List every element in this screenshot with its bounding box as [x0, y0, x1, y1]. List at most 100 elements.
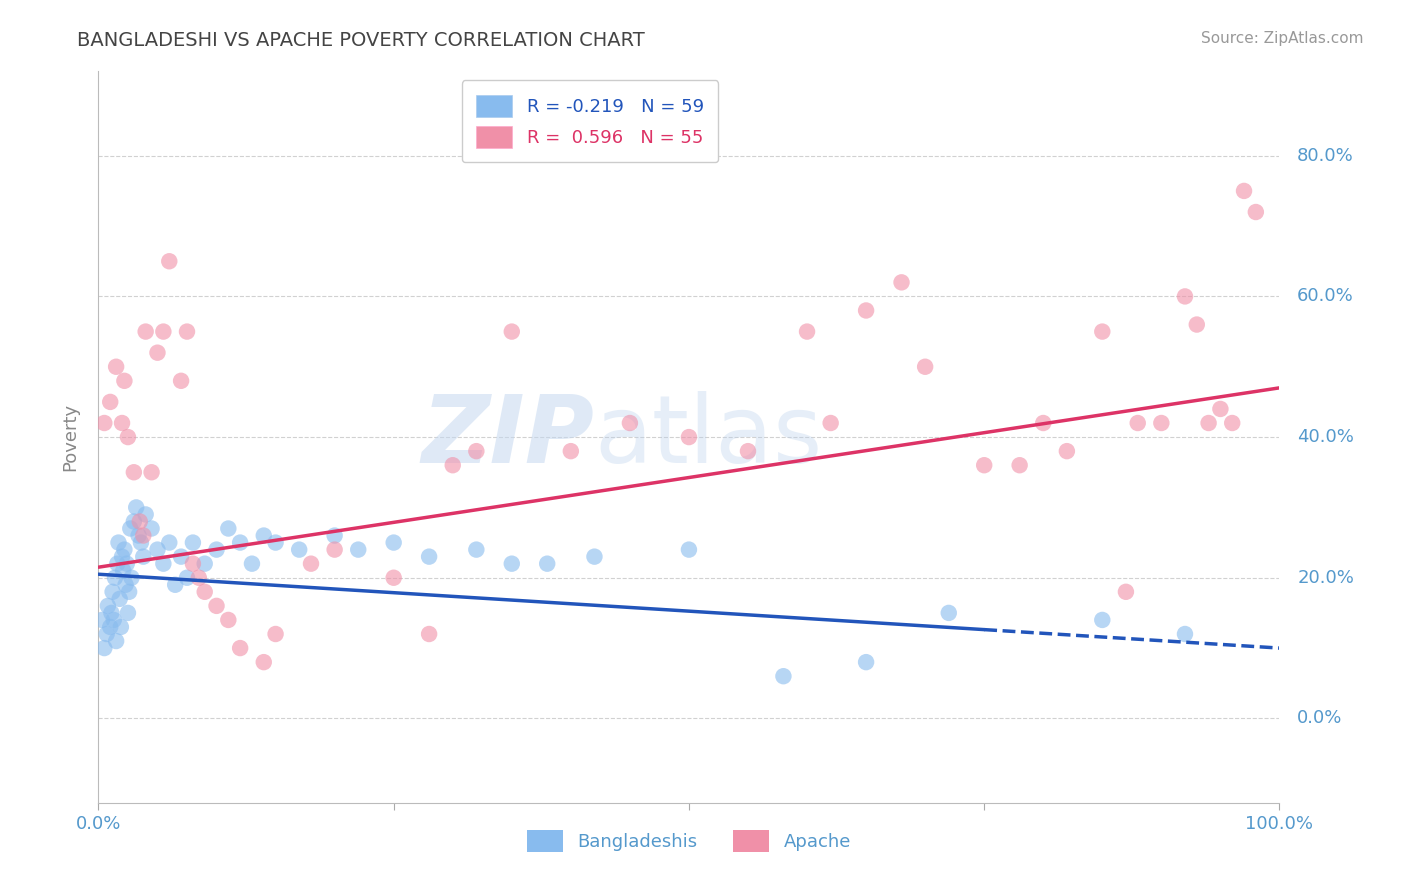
Point	[141, 465, 163, 479]
Point	[141, 521, 163, 535]
Point	[120, 521, 142, 535]
Point	[146, 542, 169, 557]
Point	[135, 325, 157, 339]
Point	[217, 521, 239, 535]
Point	[890, 276, 912, 290]
Point	[104, 571, 127, 585]
Point	[1220, 416, 1243, 430]
Point	[97, 599, 120, 613]
Point	[796, 325, 818, 339]
Point	[465, 444, 488, 458]
Point	[132, 528, 155, 542]
Point	[560, 444, 582, 458]
Point	[118, 584, 141, 599]
Text: 60.0%: 60.0%	[1298, 287, 1354, 305]
Point	[122, 465, 145, 479]
Point	[105, 359, 128, 374]
Point	[299, 557, 322, 571]
Point	[1115, 584, 1137, 599]
Y-axis label: Poverty: Poverty	[62, 403, 80, 471]
Text: atlas: atlas	[595, 391, 823, 483]
Point	[112, 564, 135, 578]
Point	[170, 549, 193, 564]
Point	[101, 584, 124, 599]
Point	[129, 535, 152, 549]
Point	[107, 535, 129, 549]
Point	[91, 613, 114, 627]
Point	[619, 416, 641, 430]
Point	[111, 416, 134, 430]
Text: ZIP: ZIP	[422, 391, 595, 483]
Point	[96, 627, 118, 641]
Point	[146, 345, 169, 359]
Point	[288, 542, 311, 557]
Point	[128, 528, 150, 542]
Point	[323, 528, 346, 542]
Point	[418, 627, 440, 641]
Point	[382, 571, 405, 585]
Point	[229, 641, 252, 656]
Point	[1174, 627, 1197, 641]
Point	[132, 549, 155, 564]
Point	[125, 500, 148, 515]
Text: Source: ZipAtlas.com: Source: ZipAtlas.com	[1201, 31, 1364, 46]
Point	[1056, 444, 1078, 458]
Point	[1198, 416, 1220, 430]
Point	[170, 374, 193, 388]
Point	[217, 613, 239, 627]
Point	[112, 542, 135, 557]
Point	[128, 515, 150, 529]
Point	[112, 374, 135, 388]
Point	[973, 458, 995, 473]
Point	[1091, 613, 1114, 627]
Point	[117, 606, 139, 620]
Point	[418, 549, 440, 564]
Point	[121, 571, 143, 585]
Point	[117, 430, 139, 444]
Text: 20.0%: 20.0%	[1298, 569, 1354, 587]
Point	[465, 542, 488, 557]
Point	[152, 325, 174, 339]
Point	[103, 613, 125, 627]
Point	[441, 458, 464, 473]
Point	[737, 444, 759, 458]
Point	[98, 395, 121, 409]
Point	[772, 669, 794, 683]
Point	[855, 303, 877, 318]
Point	[114, 578, 136, 592]
Point	[229, 535, 252, 549]
Point	[194, 584, 217, 599]
Point	[98, 620, 121, 634]
Point	[194, 557, 217, 571]
Point	[914, 359, 936, 374]
Text: 80.0%: 80.0%	[1298, 147, 1354, 165]
Point	[855, 655, 877, 669]
Text: 0.0%: 0.0%	[1298, 709, 1343, 727]
Point	[111, 549, 134, 564]
Point	[135, 508, 157, 522]
Point	[122, 515, 145, 529]
Point	[1032, 416, 1054, 430]
Point	[536, 557, 558, 571]
Point	[157, 254, 180, 268]
Point	[1126, 416, 1149, 430]
Point	[1091, 325, 1114, 339]
Point	[253, 655, 276, 669]
Point	[938, 606, 960, 620]
Point	[93, 641, 115, 656]
Legend: Bangladeshis, Apache: Bangladeshis, Apache	[519, 823, 859, 860]
Point	[323, 542, 346, 557]
Point	[108, 591, 131, 606]
Point	[678, 542, 700, 557]
Point	[176, 325, 198, 339]
Point	[1174, 289, 1197, 303]
Point	[100, 606, 122, 620]
Point	[187, 571, 209, 585]
Point	[501, 557, 523, 571]
Point	[93, 416, 115, 430]
Point	[181, 535, 204, 549]
Point	[501, 325, 523, 339]
Point	[1233, 184, 1256, 198]
Point	[678, 430, 700, 444]
Point	[1185, 318, 1208, 332]
